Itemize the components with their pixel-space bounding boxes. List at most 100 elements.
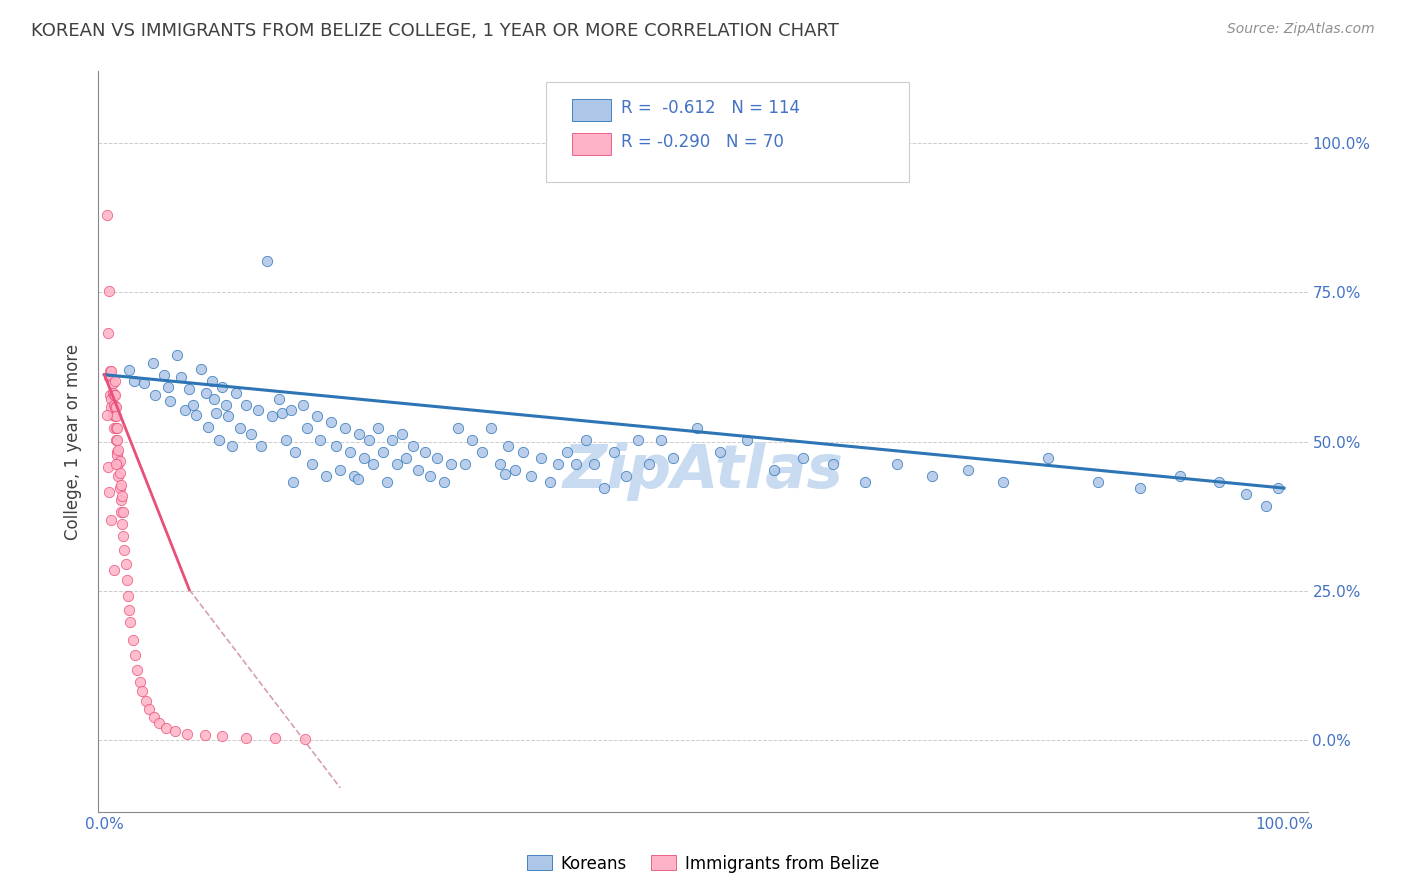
- Text: ZipAtlas: ZipAtlas: [562, 442, 844, 500]
- Point: [246, 403, 269, 417]
- Point: [235, 731, 257, 745]
- Point: [1036, 451, 1059, 466]
- Point: [181, 398, 204, 412]
- Point: [823, 457, 845, 471]
- Point: [402, 439, 425, 453]
- Point: [1168, 469, 1191, 483]
- Point: [530, 451, 553, 466]
- Point: [274, 434, 297, 448]
- Point: [190, 361, 212, 376]
- Point: [105, 421, 128, 435]
- Point: [225, 385, 247, 400]
- Point: [1208, 475, 1230, 490]
- Point: [118, 603, 141, 617]
- Point: [103, 388, 125, 402]
- Point: [280, 403, 302, 417]
- Point: [103, 398, 125, 412]
- Text: Source: ZipAtlas.com: Source: ZipAtlas.com: [1227, 22, 1375, 37]
- Point: [108, 481, 131, 495]
- Point: [709, 445, 731, 459]
- Point: [343, 469, 366, 483]
- Point: [361, 457, 384, 471]
- Point: [547, 457, 569, 471]
- Point: [101, 385, 124, 400]
- Point: [267, 392, 290, 406]
- Legend: Koreans, Immigrants from Belize: Koreans, Immigrants from Belize: [520, 848, 886, 880]
- Point: [110, 493, 132, 508]
- Point: [494, 467, 516, 482]
- Point: [426, 451, 449, 466]
- Point: [593, 481, 616, 495]
- Point: [496, 439, 519, 453]
- Point: [104, 409, 127, 424]
- Point: [105, 434, 128, 448]
- Point: [101, 376, 124, 390]
- Point: [105, 434, 128, 448]
- Point: [131, 684, 153, 698]
- Point: [100, 364, 122, 378]
- Point: [461, 434, 484, 448]
- Point: [956, 463, 979, 477]
- Point: [111, 490, 134, 504]
- Point: [488, 457, 510, 471]
- Point: [229, 421, 252, 435]
- Point: [96, 408, 118, 422]
- Point: [98, 284, 121, 298]
- Point: [662, 451, 685, 466]
- FancyBboxPatch shape: [546, 82, 908, 183]
- Point: [127, 663, 149, 677]
- Point: [112, 505, 135, 519]
- Point: [250, 439, 273, 453]
- Point: [339, 445, 361, 459]
- Point: [112, 529, 135, 543]
- Point: [179, 382, 201, 396]
- Point: [104, 388, 127, 402]
- Point: [197, 419, 219, 434]
- Point: [142, 710, 165, 724]
- Point: [100, 513, 122, 527]
- Point: [121, 632, 143, 647]
- Y-axis label: College, 1 year or more: College, 1 year or more: [65, 343, 83, 540]
- Point: [105, 400, 128, 414]
- Point: [110, 477, 132, 491]
- Point: [148, 716, 170, 731]
- Point: [1129, 481, 1152, 495]
- Point: [111, 516, 134, 531]
- Point: [159, 393, 181, 408]
- Point: [96, 208, 118, 222]
- Point: [281, 475, 304, 490]
- Point: [100, 400, 122, 414]
- Point: [520, 469, 543, 483]
- Text: R = -0.290   N = 70: R = -0.290 N = 70: [621, 133, 783, 151]
- Point: [105, 409, 128, 424]
- Point: [264, 731, 287, 746]
- Point: [309, 434, 332, 448]
- Point: [319, 416, 342, 430]
- Point: [138, 702, 160, 716]
- Point: [105, 445, 128, 459]
- Point: [626, 434, 648, 448]
- Point: [104, 400, 127, 414]
- Point: [297, 421, 319, 435]
- Point: [377, 475, 399, 490]
- Point: [406, 463, 429, 477]
- Point: [110, 505, 132, 519]
- Point: [512, 445, 534, 459]
- Point: [305, 409, 328, 424]
- Point: [98, 370, 121, 384]
- Point: [97, 459, 120, 474]
- Point: [98, 388, 121, 402]
- Point: [503, 463, 526, 477]
- Text: KOREAN VS IMMIGRANTS FROM BELIZE COLLEGE, 1 YEAR OR MORE CORRELATION CHART: KOREAN VS IMMIGRANTS FROM BELIZE COLLEGE…: [31, 22, 839, 40]
- Point: [124, 648, 146, 663]
- Point: [117, 589, 139, 603]
- Point: [294, 731, 316, 746]
- Point: [391, 427, 413, 442]
- Point: [157, 379, 180, 393]
- Point: [134, 376, 156, 390]
- Point: [413, 445, 436, 459]
- Point: [1234, 487, 1257, 501]
- Point: [993, 475, 1015, 490]
- Point: [176, 727, 198, 741]
- Point: [142, 356, 165, 370]
